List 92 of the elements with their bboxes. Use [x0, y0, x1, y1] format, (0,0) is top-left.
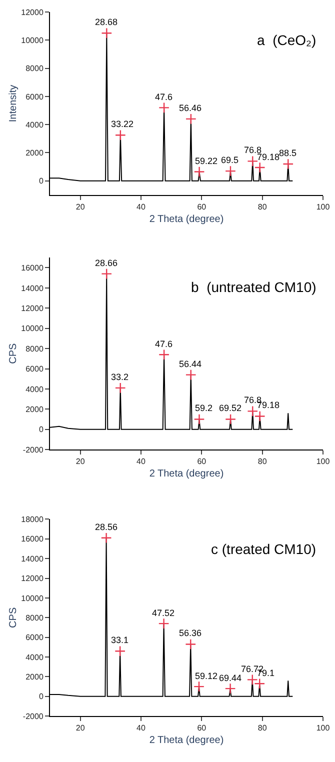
y-tick-label: 16000: [21, 534, 44, 544]
y-tick-label: 10000: [21, 36, 44, 45]
point: [194, 166, 205, 178]
x-tick-label: 60: [197, 202, 207, 212]
x-tick-label: 20: [76, 724, 86, 733]
text: b (untreated CM10): [191, 279, 316, 295]
x-axis-title: 2 Theta (degree): [149, 214, 224, 226]
annotation: 28.56: [95, 522, 118, 532]
annotation: 59.2: [195, 403, 213, 413]
y-axis-title: CPS: [8, 607, 20, 628]
point: [158, 349, 170, 360]
point: [185, 369, 196, 380]
x-tick-label: 40: [136, 724, 146, 733]
point: [114, 382, 126, 394]
x-tick-label: 80: [258, 202, 268, 212]
x-tick-label: 40: [136, 202, 146, 212]
y-tick-label: 2000: [26, 148, 44, 158]
point: [158, 102, 170, 114]
y-tick-label: 2000: [26, 404, 44, 414]
y-tick-label: 12000: [21, 304, 44, 313]
y-tick-label: 16000: [21, 264, 44, 273]
y-tick-label: 8000: [26, 344, 44, 354]
annotation: 69.5: [221, 155, 239, 165]
x-tick-label: 60: [197, 724, 207, 733]
point: [101, 28, 112, 39]
annotation: 28.68: [95, 17, 118, 27]
point: [194, 414, 205, 425]
y-tick-label: 10000: [21, 594, 44, 603]
text: a (CeO₂): [257, 32, 316, 48]
y-tick-label: 14000: [21, 284, 44, 293]
y-tick-label: 0: [38, 692, 44, 702]
x-tick-label: 100: [316, 457, 330, 466]
x-tick-label: 80: [258, 724, 268, 733]
annotation: 47.6: [155, 339, 173, 349]
point: [101, 268, 112, 280]
y-tick-label: 10000: [21, 324, 44, 334]
y-tick-label: 12000: [21, 8, 44, 17]
x-tick-label: 20: [76, 457, 86, 466]
y-tick-label: 2000: [26, 672, 44, 682]
annotation: 56.36: [179, 628, 202, 638]
point: [194, 681, 204, 692]
x-tick-label: 60: [197, 457, 207, 466]
y-tick-label: 0: [38, 425, 44, 434]
annotation: 47.52: [152, 608, 175, 618]
annotation: 69.52: [219, 403, 242, 413]
point: [100, 532, 112, 544]
point: [158, 618, 170, 630]
point: [225, 414, 236, 425]
x-axis-title: 2 Theta (degree): [149, 735, 224, 746]
point: [224, 683, 236, 694]
annotation: 33.1: [111, 635, 129, 645]
x-tick-label: 100: [316, 202, 330, 212]
point: [114, 130, 126, 141]
y-tick-label: 4000: [26, 384, 44, 394]
annotation: 88.5: [279, 148, 297, 158]
point: [224, 166, 236, 177]
x-tick-label: 80: [258, 457, 268, 466]
point: [185, 113, 196, 124]
y-tick-label: 8000: [26, 613, 44, 622]
y-tick-label: 6000: [26, 92, 44, 102]
point: [114, 646, 126, 657]
y-tick-label: 0: [38, 176, 44, 186]
annotation: 76.8: [244, 145, 262, 155]
annotation: 33.2: [111, 372, 129, 382]
y-tick-label: 12000: [21, 574, 44, 584]
annotation: 28.66: [95, 258, 118, 268]
y-tick-label: 6000: [26, 633, 44, 642]
annotation: 59.12: [195, 671, 218, 681]
annotation: 56.44: [179, 359, 202, 369]
y-tick-label: 4000: [26, 652, 44, 662]
annotation: 33.22: [111, 119, 134, 129]
y-axis-title: CPS: [8, 342, 20, 364]
point: [185, 638, 196, 650]
annotation: 79.18: [257, 152, 280, 162]
y-tick-label: 14000: [21, 554, 44, 564]
point: [282, 158, 294, 170]
annotation: 56.46: [179, 103, 202, 113]
x-axis-title: 2 Theta (degree): [149, 468, 224, 480]
annotation: 69.44: [219, 673, 242, 683]
y-tick-label: -2000: [22, 445, 44, 454]
x-tick-label: 100: [316, 724, 330, 733]
y-tick-label: 4000: [26, 120, 44, 130]
y-axis-title: Intensity: [8, 84, 20, 122]
y-tick-label: -2000: [22, 712, 44, 721]
text: c (treated CM10): [211, 541, 316, 557]
y-tick-label: 8000: [26, 64, 44, 74]
x-tick-label: 20: [76, 202, 86, 212]
annotation: 59.22: [195, 156, 218, 166]
y-tick-label: 6000: [26, 364, 44, 374]
x-tick-label: 40: [136, 457, 146, 466]
y-tick-label: 18000: [21, 514, 44, 524]
annotation: 47.6: [155, 92, 173, 102]
